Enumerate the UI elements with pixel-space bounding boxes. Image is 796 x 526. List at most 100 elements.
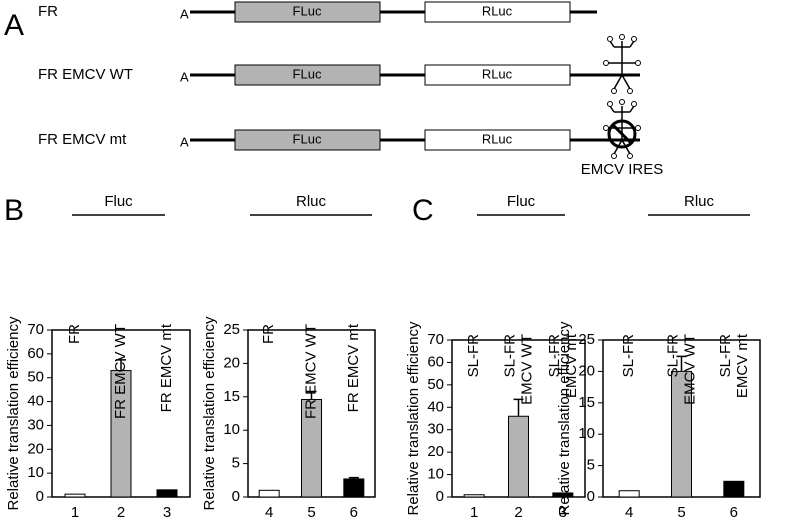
cap-label: A xyxy=(180,6,189,21)
lane-number: 1 xyxy=(470,504,478,521)
category-label: FR EMCV mt xyxy=(345,323,362,412)
fluc-box xyxy=(234,1,381,23)
error-bar xyxy=(306,390,317,400)
cap-label: A xyxy=(180,69,189,84)
y-tick-label: 30 xyxy=(27,416,44,433)
y-axis-title: Relative translation efficiency xyxy=(5,316,22,510)
y-tick-label: 10 xyxy=(27,464,44,481)
mutation-mark xyxy=(607,119,637,149)
box-label: FLuc xyxy=(293,131,322,146)
box-label: FLuc xyxy=(293,3,322,18)
lane-number: 6 xyxy=(350,504,358,521)
y-tick-label: 30 xyxy=(427,421,444,438)
group-header: Rluc xyxy=(296,193,327,210)
category-label: FR EMCV WT xyxy=(302,324,319,419)
y-tick-label: 0 xyxy=(436,488,444,505)
cap-label: A xyxy=(180,134,189,149)
ires-node xyxy=(619,99,625,105)
y-tick-label: 50 xyxy=(427,376,444,393)
y-tick-label: 5 xyxy=(587,457,595,474)
y-axis-title: Relative translation efficiency xyxy=(405,321,422,515)
group-header: Rluc xyxy=(684,193,715,210)
box-label: RLuc xyxy=(482,3,513,18)
rluc-box xyxy=(424,129,571,151)
ires-node xyxy=(619,34,625,40)
y-tick-label: 70 xyxy=(27,321,44,338)
bar xyxy=(508,415,529,498)
lane-number: 3 xyxy=(163,504,171,521)
ires-structure xyxy=(608,40,636,90)
y-tick-label: 50 xyxy=(27,369,44,386)
bar xyxy=(258,489,280,498)
box-label: RLuc xyxy=(482,66,513,81)
category-label: SL-FREMCV WT xyxy=(664,334,698,405)
category-label: SL-FR xyxy=(620,334,637,378)
y-tick-label: 10 xyxy=(578,425,595,442)
y-tick-label: 15 xyxy=(578,394,595,411)
y-tick-label: 40 xyxy=(427,398,444,415)
y-tick-label: 15 xyxy=(223,388,240,405)
y-tick-label: 25 xyxy=(223,321,240,338)
y-tick-label: 60 xyxy=(27,345,44,362)
error-bar xyxy=(348,476,359,479)
ires-node xyxy=(631,36,637,42)
bar xyxy=(463,494,485,498)
ires-node xyxy=(631,101,637,107)
lane-number: 5 xyxy=(307,504,315,521)
category-label: FR EMCV WT xyxy=(112,324,129,419)
error-bar xyxy=(676,355,687,372)
lane-number: 5 xyxy=(677,504,685,521)
ires-node xyxy=(627,153,633,159)
ires-node xyxy=(627,88,633,94)
y-tick-label: 60 xyxy=(427,353,444,370)
lane-number: 4 xyxy=(625,504,633,521)
y-tick-label: 0 xyxy=(36,488,44,505)
category-label: FR xyxy=(66,324,83,344)
y-tick-label: 0 xyxy=(232,488,240,505)
category-label: SL-FREMCV mt xyxy=(717,333,751,398)
category-label: SL-FREMCV WT xyxy=(501,334,535,405)
bar xyxy=(723,480,745,498)
ires-node xyxy=(603,125,609,131)
box-label: FLuc xyxy=(293,66,322,81)
category-label: FR EMCV mt xyxy=(158,323,175,412)
construct-name: FR EMCV mt xyxy=(38,131,127,148)
group-header: Fluc xyxy=(507,193,536,210)
y-tick-label: 20 xyxy=(27,440,44,457)
lane-number: 6 xyxy=(730,504,738,521)
lane-number: 2 xyxy=(117,504,125,521)
y-axis-title: Relative translation efficiency xyxy=(201,316,218,510)
y-tick-label: 20 xyxy=(223,354,240,371)
y-tick-label: 70 xyxy=(427,331,444,348)
rluc-box xyxy=(424,64,571,86)
lane-number: 2 xyxy=(514,504,522,521)
lane-number: 4 xyxy=(265,504,273,521)
mutation-mark xyxy=(611,123,633,145)
bar xyxy=(552,492,574,498)
y-axis-title: Relative translation efficiency xyxy=(556,321,573,515)
fluc-box xyxy=(234,129,381,151)
error-bar xyxy=(513,398,524,417)
fluc-box xyxy=(234,64,381,86)
y-tick-label: 5 xyxy=(232,455,240,472)
ires-label: EMCV IRES xyxy=(581,161,664,178)
ires-node xyxy=(635,125,641,131)
ires-node xyxy=(607,36,613,42)
bar xyxy=(64,493,86,498)
panel-label: B xyxy=(4,194,24,227)
construct-name: FR xyxy=(38,3,58,20)
y-tick-label: 10 xyxy=(223,421,240,438)
rluc-box xyxy=(424,1,571,23)
category-label: SL-FR xyxy=(465,334,482,378)
y-tick-label: 20 xyxy=(578,362,595,379)
y-tick-label: 25 xyxy=(578,331,595,348)
panel-label: C xyxy=(412,194,434,227)
error-bar xyxy=(116,359,126,371)
group-header: Fluc xyxy=(104,193,133,210)
panel-label: A xyxy=(4,9,24,42)
bar xyxy=(618,490,640,498)
ires-node xyxy=(611,88,617,94)
y-tick-label: 20 xyxy=(427,443,444,460)
construct-name: FR EMCV WT xyxy=(38,66,133,83)
